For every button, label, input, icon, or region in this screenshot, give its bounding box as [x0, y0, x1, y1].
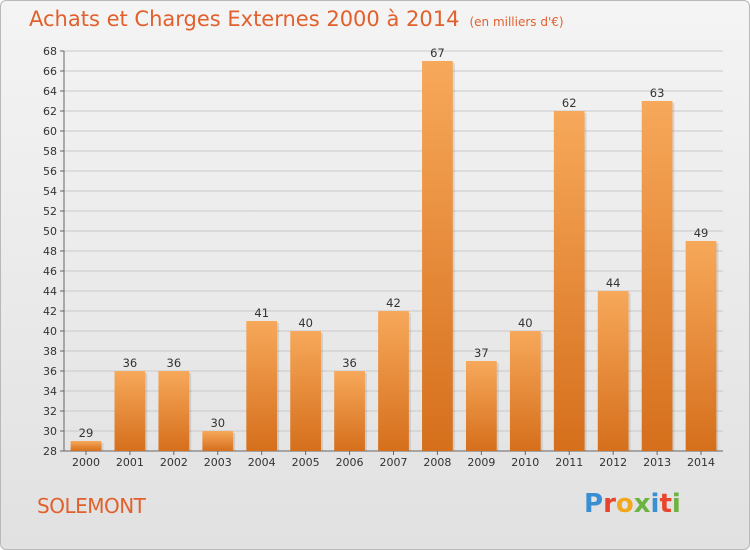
bar-2004[interactable] [246, 321, 278, 451]
x-tick-label-2010: 2010 [511, 456, 539, 469]
data-label-2011: 62 [562, 96, 577, 110]
x-tick-label-2012: 2012 [599, 456, 627, 469]
bar-2002[interactable] [158, 371, 190, 451]
y-tick-label: 58 [43, 145, 57, 158]
bar-2013[interactable] [641, 101, 673, 451]
logo-letter: P [584, 489, 604, 519]
y-tick-label: 68 [43, 45, 57, 58]
proxiti-logo[interactable]: Proxiti [584, 489, 681, 519]
y-tick-label: 34 [43, 385, 57, 398]
y-tick-label: 44 [43, 285, 57, 298]
bar-2009[interactable] [465, 361, 497, 451]
logo-letter: x [633, 489, 651, 519]
data-label-2005: 40 [298, 316, 313, 330]
x-axis: 2000 2001 2002 2003 2004 2005 2006 2007 2008 2009… [72, 451, 715, 469]
y-tick-label: 48 [43, 245, 57, 258]
y-tick-label: 32 [43, 405, 57, 418]
chart-title: Achats et Charges Externes 2000 à 2014 (e… [29, 7, 564, 31]
bar-2000[interactable] [70, 441, 102, 451]
y-tick-label: 30 [43, 425, 57, 438]
y-tick-label: 56 [43, 165, 57, 178]
bar-2010[interactable] [509, 331, 541, 451]
data-label-2008: 67 [430, 46, 445, 60]
x-tick-label-2013: 2013 [643, 456, 671, 469]
bar-2014[interactable] [685, 241, 717, 451]
bar-2005[interactable] [290, 331, 322, 451]
data-label-2007: 42 [386, 296, 401, 310]
commune-name: SOLEMONT [37, 494, 146, 518]
data-label-2006: 36 [342, 356, 357, 370]
x-tick-label-2011: 2011 [555, 456, 583, 469]
title-unit: (en milliers d'€) [469, 15, 564, 29]
y-tick-label: 52 [43, 205, 57, 218]
x-tick-label-2002: 2002 [160, 456, 188, 469]
data-label-2012: 44 [606, 276, 621, 290]
x-tick-label-2006: 2006 [336, 456, 364, 469]
y-tick-label: 54 [43, 185, 57, 198]
data-label-2010: 40 [518, 316, 533, 330]
y-tick-label: 50 [43, 225, 57, 238]
y-tick-label: 46 [43, 265, 57, 278]
bar-2003[interactable] [202, 431, 234, 451]
logo-letter: t [659, 489, 672, 519]
x-tick-label-2014: 2014 [687, 456, 715, 469]
logo-letter: o [615, 489, 634, 519]
x-tick-label-2007: 2007 [380, 456, 408, 469]
y-tick-label: 38 [43, 345, 57, 358]
data-label-2002: 36 [167, 356, 182, 370]
bar-2008[interactable] [422, 61, 453, 451]
data-label-2009: 37 [474, 346, 489, 360]
data-label-2001: 36 [123, 356, 138, 370]
x-tick-label-2008: 2008 [423, 456, 451, 469]
data-label-2014: 49 [694, 226, 709, 240]
y-tick-label: 28 [43, 445, 57, 458]
y-tick-label: 64 [43, 85, 57, 98]
y-tick-label: 66 [43, 65, 57, 78]
logo-letter: i [671, 489, 681, 519]
logo-letter: i [650, 489, 660, 519]
bars: 29 36 36 30 41 40 36 42 67 37 40 62 44 63 49 [70, 46, 719, 451]
x-tick-label-2004: 2004 [248, 456, 276, 469]
data-label-2013: 63 [650, 86, 665, 100]
x-tick-label-2000: 2000 [72, 456, 100, 469]
x-tick-label-2005: 2005 [292, 456, 320, 469]
y-tick-label: 62 [43, 105, 57, 118]
x-tick-label-2001: 2001 [116, 456, 144, 469]
logo-letter: r [603, 489, 616, 519]
data-label-2000: 29 [79, 426, 94, 440]
bar-2012[interactable] [597, 291, 629, 451]
data-label-2003: 30 [210, 416, 225, 430]
bar-2007[interactable] [378, 311, 409, 451]
x-tick-label-2003: 2003 [204, 456, 232, 469]
data-label-2004: 41 [254, 306, 269, 320]
bar-2011[interactable] [553, 111, 585, 451]
bar-2006[interactable] [334, 371, 365, 451]
y-tick-label: 36 [43, 365, 57, 378]
title-text: Achats et Charges Externes 2000 à 2014 [29, 7, 460, 31]
y-tick-label: 42 [43, 305, 57, 318]
y-tick-label: 40 [43, 325, 57, 338]
bar-2001[interactable] [114, 371, 146, 451]
x-tick-label-2009: 2009 [467, 456, 495, 469]
y-tick-label: 60 [43, 125, 57, 138]
